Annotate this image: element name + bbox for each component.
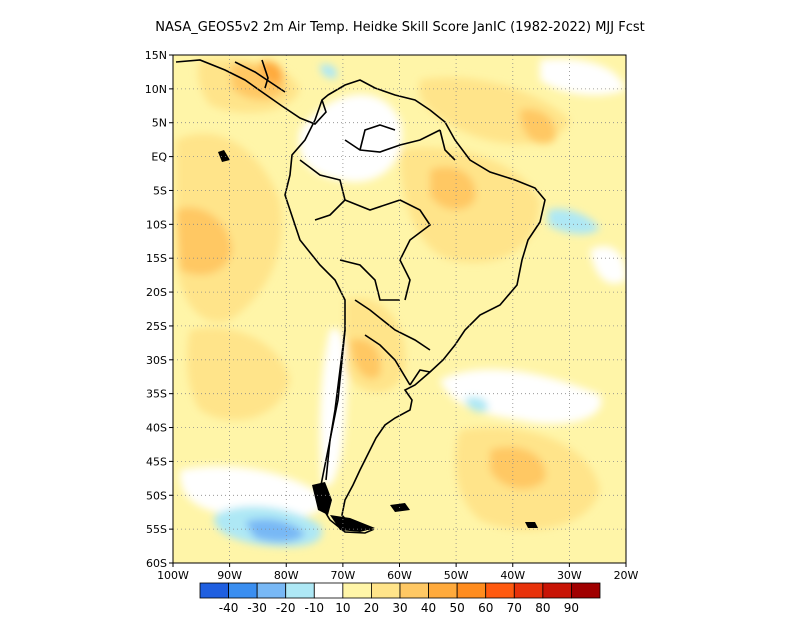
lat-tick-label: 45S	[146, 455, 167, 468]
map-title: NASA_GEOS5v2 2m Air Temp. Heidke Skill S…	[155, 20, 645, 35]
colorbar-label: -30	[247, 601, 267, 615]
latitude-axis: 15N 10N 5N EQ 5S 10S 15S 20S 25S 30S 35S 40S 45S 50S 5…	[145, 49, 173, 570]
colorbar-swatch	[285, 582, 315, 599]
colorbar-label: 10	[335, 601, 350, 615]
colorbar-swatch	[228, 582, 258, 599]
longitude-axis: 100W 90W 80W 70W 60W 50W 40W 30W 20W	[157, 563, 639, 582]
lat-tick-label: 5N	[152, 117, 167, 130]
lat-tick-label: 30S	[146, 354, 167, 367]
lon-tick-label: 60W	[387, 569, 412, 582]
colorbar-label: -10	[304, 601, 324, 615]
colorbar: -40 -30 -20 -10 10 20 30 40 50 60 70 80 90	[199, 582, 601, 615]
colorbar-label: 90	[564, 601, 579, 615]
colorbar-swatch	[542, 582, 572, 599]
lat-tick-label: 15S	[146, 252, 167, 265]
lat-tick-label: 25S	[146, 320, 167, 333]
colorbar-swatch	[428, 582, 458, 599]
colorbar-swatch	[371, 582, 401, 599]
lon-tick-label: 50W	[444, 569, 469, 582]
colorbar-label: 70	[507, 601, 522, 615]
colorbar-label: -20	[276, 601, 296, 615]
gridlines	[173, 55, 626, 563]
colorbar-swatch	[485, 582, 515, 599]
colorbar-swatch	[313, 582, 344, 599]
colorbar-swatch	[342, 582, 372, 599]
lat-tick-label: 5S	[153, 184, 167, 197]
lat-tick-label: 60S	[146, 557, 167, 570]
colorbar-label: 30	[392, 601, 407, 615]
lon-tick-label: 80W	[274, 569, 299, 582]
lat-tick-label: 10N	[145, 83, 167, 96]
skill-score-field	[173, 55, 626, 563]
lat-tick-label: 15N	[145, 49, 167, 62]
tierra-del-fuego	[218, 150, 538, 532]
colorbar-swatch	[513, 582, 544, 599]
coastline-borders	[175, 59, 546, 534]
lon-tick-label: 40W	[500, 569, 525, 582]
lat-tick-label: 50S	[146, 489, 167, 502]
colorbar-swatch	[456, 582, 487, 599]
lat-tick-label: 55S	[146, 523, 167, 536]
colorbar-label: 40	[421, 601, 436, 615]
lat-tick-label: 10S	[146, 218, 167, 231]
colorbar-swatch	[571, 582, 601, 599]
lon-tick-label: 70W	[330, 569, 355, 582]
lon-tick-label: 100W	[157, 569, 189, 582]
colorbar-swatch	[399, 582, 429, 599]
lat-tick-label: EQ	[151, 151, 167, 164]
colorbar-label: 80	[535, 601, 550, 615]
colorbar-label: 20	[364, 601, 379, 615]
colorbar-label: -40	[219, 601, 239, 615]
colorbar-swatch	[256, 582, 287, 599]
lat-tick-label: 20S	[146, 286, 167, 299]
lon-tick-label: 90W	[217, 569, 242, 582]
colorbar-label: 60	[478, 601, 493, 615]
lat-tick-label: 35S	[146, 388, 167, 401]
lon-tick-label: 30W	[557, 569, 582, 582]
lon-tick-label: 20W	[614, 569, 639, 582]
colorbar-label: 50	[450, 601, 465, 615]
colorbar-swatch	[199, 582, 229, 599]
lat-tick-label: 40S	[146, 422, 167, 435]
